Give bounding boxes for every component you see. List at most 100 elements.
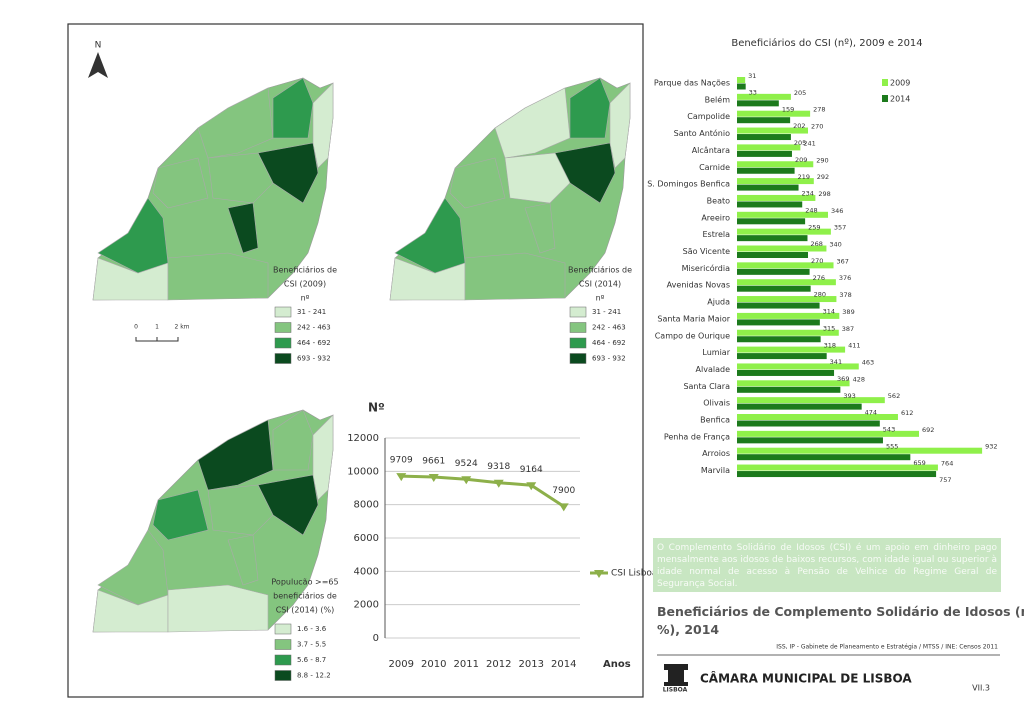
data-label: 9524 [455, 459, 478, 469]
bar-value-label: 562 [888, 392, 900, 400]
bar [737, 464, 938, 471]
map-region [92, 589, 169, 633]
bar-value-label: 31 [748, 72, 756, 80]
bar-value-label: 209 [795, 156, 807, 164]
bar [737, 100, 779, 107]
bar-value-label: 463 [862, 358, 874, 366]
map-legend-label: 464 - 692 [592, 339, 626, 347]
bar-category-label: Santa Clara [683, 382, 730, 391]
bar-value-label: 205 [794, 89, 806, 97]
line-marker [526, 482, 537, 491]
bar [737, 235, 808, 242]
map-legend-title: CSI (2014) (%) [276, 606, 335, 615]
bar [737, 167, 795, 174]
map-legend-label: 5.6 - 8.7 [297, 656, 326, 664]
map-legend-label: 31 - 241 [297, 308, 326, 316]
bar [737, 437, 883, 444]
page-number: VII.3 [972, 684, 990, 693]
bar [737, 353, 827, 360]
bar-category-label: Marvila [701, 466, 730, 475]
source: ISS, IP - Gabinete de Planeamento e Estr… [776, 644, 998, 651]
map-region [272, 409, 314, 471]
bar [737, 279, 836, 286]
bar [737, 110, 811, 117]
bar-value-label: 369 [837, 375, 849, 383]
bar-category-label: Arroios [702, 449, 730, 458]
map-panel-border [67, 23, 644, 698]
bar-category-label: Campo de Ourique [655, 331, 730, 340]
bar [737, 184, 799, 191]
bar [737, 336, 821, 343]
bar [737, 380, 850, 387]
map-region [227, 202, 259, 254]
map-region [449, 157, 506, 209]
bar-category-label: Alvalade [696, 365, 731, 374]
bar-value-label: 387 [842, 325, 854, 333]
y-tick-label: 4000 [354, 566, 379, 577]
bar [737, 268, 810, 275]
map-legend-title: nº [596, 294, 605, 303]
bar-category-label: Lumiar [702, 348, 730, 357]
map-legend-label: 693 - 932 [592, 355, 626, 363]
map-legend-swatch [274, 654, 292, 666]
legend-swatch [882, 79, 888, 86]
bar [737, 178, 814, 185]
map-region [504, 152, 571, 204]
bar-value-label: 270 [811, 123, 823, 131]
line-marker [428, 473, 439, 482]
bar [737, 77, 746, 83]
bar-category-label: Avenidas Novas [667, 281, 730, 290]
bar [737, 262, 834, 269]
map-legend-label: 242 - 463 [297, 324, 331, 332]
bar [737, 161, 814, 168]
bar-value-label: 241 [803, 139, 815, 147]
y-axis-label: Nº [368, 401, 385, 415]
map-legend-label: 242 - 463 [592, 324, 626, 332]
legend-marker [594, 570, 604, 578]
line-marker [396, 473, 407, 482]
bar-value-label: 389 [842, 308, 854, 316]
map-legend-swatch [274, 337, 292, 349]
map-legend-title: Populucão >=65 [271, 578, 338, 587]
bar-value-label: 659 [913, 459, 925, 467]
bar-value-label: 234 [802, 190, 814, 198]
line-marker [558, 503, 569, 512]
bar [737, 228, 831, 235]
y-tick-label: 2000 [354, 600, 379, 611]
bar-category-label: S. Domingos Benfica [647, 180, 730, 189]
map-legend-label: 693 - 932 [297, 355, 331, 363]
bar-value-label: 219 [798, 173, 810, 181]
bar-value-label: 290 [816, 156, 828, 164]
bar [737, 369, 835, 376]
map-legend-swatch [569, 337, 587, 349]
map-legend-swatch [274, 670, 292, 681]
bar-value-label: 318 [824, 341, 836, 349]
y-tick-label: 8000 [354, 500, 379, 511]
map-region [207, 152, 274, 204]
bar-category-label: Santa Maria Maior [657, 314, 730, 323]
bar-category-label: Olivais [703, 399, 730, 408]
bar [737, 403, 862, 410]
bar [737, 312, 840, 319]
data-label: 9164 [520, 465, 543, 475]
bar-category-label: Alcântara [692, 146, 730, 155]
scale-label: 2 km [174, 324, 189, 331]
north-arrow [88, 52, 108, 78]
y-tick-label: 12000 [347, 433, 379, 444]
bar-value-label: 280 [814, 291, 826, 299]
y-tick-label: 6000 [354, 533, 379, 544]
legend-label: CSI Lisboa [611, 569, 657, 579]
bar-value-label: 692 [922, 426, 934, 434]
scale-label: 0 [134, 324, 138, 331]
bar-value-label: 270 [811, 257, 823, 265]
data-label: 9661 [422, 456, 445, 466]
bar-value-label: 932 [985, 443, 997, 451]
bar-value-label: 378 [839, 291, 851, 299]
bar-value-label: 411 [848, 342, 860, 350]
map-legend-title: CSI (2009) [284, 280, 326, 289]
note: O Complemento Solidário de Idosos (CSI) … [653, 538, 1001, 592]
x-tick-label: 2009 [389, 659, 414, 670]
bar [737, 150, 792, 157]
bar-value-label: 357 [834, 224, 846, 232]
